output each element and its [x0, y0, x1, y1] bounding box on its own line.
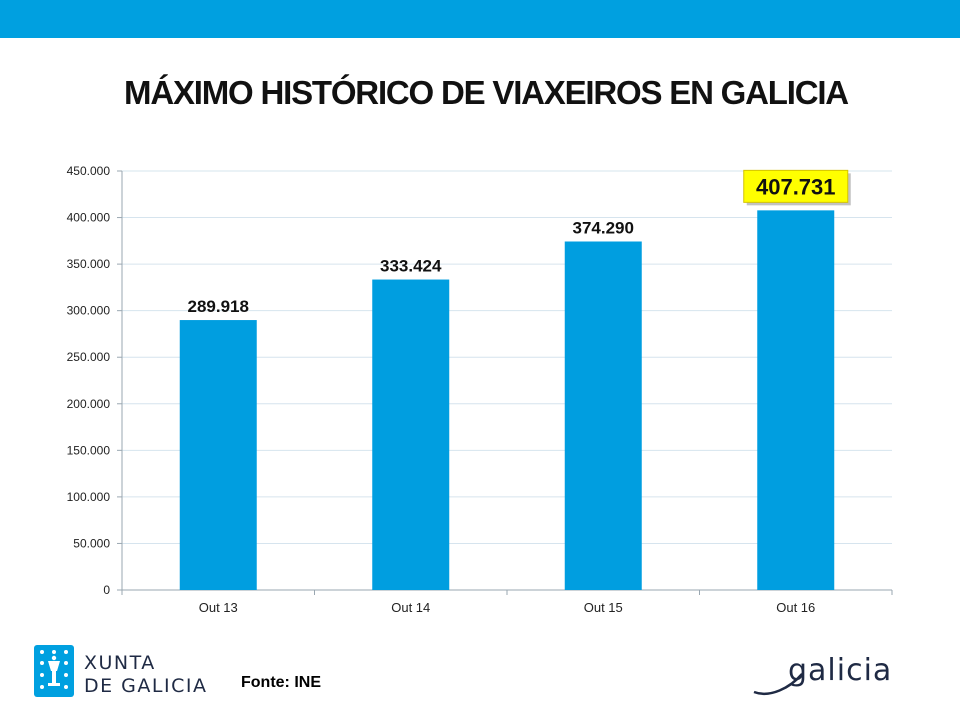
galicia-brand-logo: galicia: [753, 653, 892, 695]
logo-xunta-line1: XUNTA: [84, 652, 156, 674]
y-tick-label: 150.000: [67, 443, 111, 457]
source-note: Fonte: INE: [241, 674, 321, 691]
y-tick-label: 250.000: [67, 350, 111, 364]
bar-chart: 0 50.000 100.000 150.000 200.000 250.000 300.0…: [67, 164, 893, 615]
data-label-highlighted: 407.731: [756, 174, 836, 199]
bar: [179, 320, 257, 590]
y-tick-label: 350.000: [67, 257, 111, 271]
y-tick-label: 300.000: [67, 304, 111, 318]
galicia-coat-of-arms-icon: [34, 645, 74, 697]
y-tick-label: 200.000: [67, 397, 111, 411]
x-tick-label: Out 15: [584, 600, 623, 615]
logo-xunta-line2: DE GALICIA: [84, 675, 207, 697]
logo-swoosh-icon: [753, 673, 803, 695]
top-accent-bar: [0, 0, 960, 38]
data-label: 374.290: [573, 218, 634, 237]
data-label: 289.918: [188, 297, 249, 316]
x-tick-label: Out 13: [199, 600, 238, 615]
y-tick-label: 0: [103, 583, 110, 597]
xunta-de-galicia-logo: XUNTA DE GALICIA: [34, 645, 207, 697]
logo-galicia-wordmark: galicia: [788, 653, 892, 688]
page-title: MÁXIMO HISTÓRICO DE VIAXEIROS EN GALICIA: [124, 74, 849, 111]
bar: [564, 241, 642, 590]
highlight-box: [743, 169, 849, 203]
bar: [372, 279, 450, 590]
y-tick-label: 450.000: [67, 164, 111, 178]
x-tick-label: Out 14: [391, 600, 430, 615]
y-tick-label: 50.000: [73, 536, 110, 550]
y-tick-label: 400.000: [67, 211, 111, 225]
y-tick-label: 100.000: [67, 490, 111, 504]
data-label: 333.424: [380, 257, 442, 276]
x-tick-label: Out 16: [776, 600, 815, 615]
bar: [757, 210, 835, 591]
